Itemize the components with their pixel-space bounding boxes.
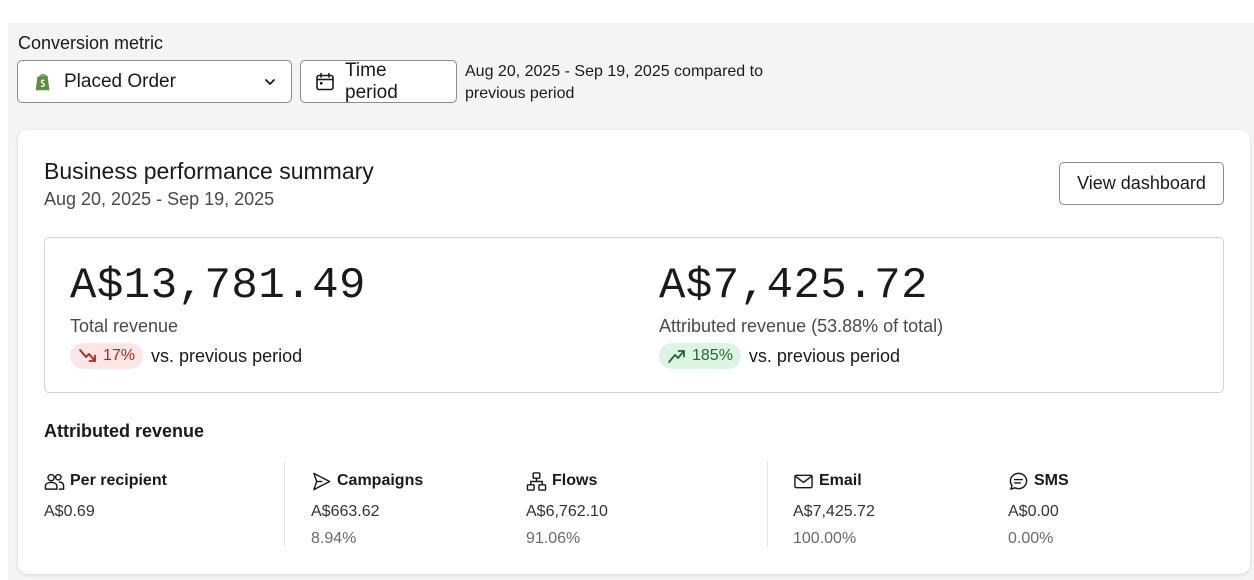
date-range-comparison: Aug 20, 2025 - Sep 19, 2025 compared to …	[465, 63, 763, 102]
card-date-range: Aug 20, 2025 - Sep 19, 2025	[44, 189, 275, 209]
total-revenue-value: A$13,781.49	[70, 261, 366, 311]
conversion-metric-value: Placed Order	[64, 70, 176, 92]
sms-header: SMS	[1008, 470, 1069, 492]
per-recipient-label: Per recipient	[70, 472, 167, 489]
total-revenue-stat: A$13,781.49 Total revenue 17% vs. previo…	[70, 260, 366, 369]
email-header: Email	[793, 470, 875, 492]
flows-percent: 91.06%	[526, 530, 581, 547]
time-period-label: Time period	[345, 59, 398, 103]
email-column: Email A$7,425.72 100.00%	[793, 470, 875, 548]
attributed-revenue-compare-text: vs. previous period	[748, 345, 900, 366]
calendar-icon	[316, 72, 334, 90]
chevron-down-icon	[265, 78, 275, 85]
column-divider	[284, 461, 285, 547]
per-recipient-value: A$0.69	[44, 503, 95, 520]
campaigns-percent: 8.94%	[311, 530, 357, 547]
business-performance-card: Business performance summary Aug 20, 202…	[18, 130, 1250, 574]
attributed-revenue-heading: Attributed revenue	[44, 421, 205, 441]
total-revenue-change-badge: 17%	[70, 343, 144, 369]
flow-icon	[526, 471, 547, 491]
campaigns-column: Campaigns A$663.62 8.94%	[311, 470, 423, 548]
flows-column: Flows A$6,762.10 91.06%	[526, 470, 608, 548]
conversion-metric-select[interactable]: Placed Order	[17, 60, 292, 103]
flows-label: Flows	[552, 472, 598, 489]
revenue-stats-box: A$13,781.49 Total revenue 17% vs. previo…	[44, 237, 1224, 393]
campaigns-value: A$663.62	[311, 503, 380, 520]
send-icon	[313, 472, 331, 490]
flows-value: A$6,762.10	[526, 503, 608, 520]
total-revenue-label: Total revenue	[70, 316, 179, 336]
total-revenue-change: 17%	[103, 347, 136, 364]
attributed-revenue-label: Attributed revenue (53.88% of total)	[659, 316, 944, 336]
flows-header: Flows	[526, 470, 608, 492]
email-label: Email	[819, 472, 862, 489]
attributed-revenue-value: A$7,425.72	[659, 261, 929, 311]
email-percent: 100.00%	[793, 530, 857, 547]
campaigns-header: Campaigns	[311, 470, 423, 492]
shopify-icon	[35, 73, 50, 90]
users-icon	[44, 473, 65, 490]
sms-column: SMS A$0.00 0.00%	[1008, 470, 1069, 548]
conversion-metric-label: Conversion metric	[18, 33, 164, 53]
attributed-revenue-change-badge: 185%	[659, 343, 741, 369]
sms-percent: 0.00%	[1008, 530, 1054, 547]
time-period-button[interactable]: Time period	[300, 60, 457, 103]
trend-up-icon	[668, 350, 685, 363]
view-dashboard-button[interactable]: View dashboard	[1059, 162, 1224, 205]
per-recipient-column: Per recipient A$0.69	[44, 470, 167, 521]
campaigns-label: Campaigns	[337, 472, 424, 489]
attributed-revenue-stat: A$7,425.72 Attributed revenue (53.88% of…	[659, 260, 943, 369]
sms-label: SMS	[1034, 472, 1069, 489]
column-divider	[767, 461, 768, 547]
card-title: Business performance summary	[44, 158, 374, 184]
sms-value: A$0.00	[1008, 503, 1059, 520]
trend-down-icon	[79, 349, 96, 362]
per-recipient-header: Per recipient	[44, 470, 167, 492]
total-revenue-comparison: 17% vs. previous period	[70, 343, 366, 369]
sms-icon	[1009, 472, 1028, 490]
total-revenue-compare-text: vs. previous period	[151, 345, 303, 366]
attributed-revenue-change: 185%	[692, 347, 733, 364]
attributed-revenue-comparison: 185% vs. previous period	[659, 343, 943, 369]
email-value: A$7,425.72	[793, 503, 875, 520]
mail-icon	[794, 474, 813, 488]
